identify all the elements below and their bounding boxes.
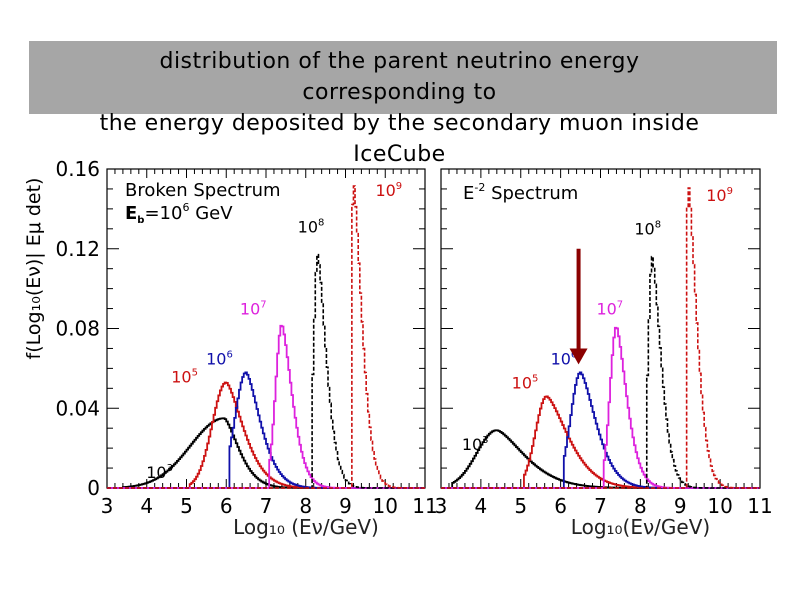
- x-tick-label: 3: [435, 494, 448, 518]
- series-label: 108: [298, 218, 325, 237]
- series-label: 107: [240, 300, 267, 319]
- series-curve-10e5: [441, 395, 760, 489]
- x-tick-label: 10: [707, 494, 732, 518]
- series-label-exponent: 8: [655, 220, 661, 231]
- title-line: distribution of the parent neutrino ener…: [159, 49, 640, 74]
- series-label-exponent: 6: [226, 349, 232, 360]
- series-label-base: 10: [551, 349, 571, 368]
- series-label: 107: [596, 300, 623, 319]
- x-tick-label: 9: [674, 494, 687, 518]
- x-tick-label: 7: [260, 494, 273, 518]
- series-curve-10e9: [441, 187, 760, 489]
- y-tick-label: 0.16: [55, 157, 100, 181]
- series-label: 108: [634, 220, 661, 239]
- y-tick-label: 0: [87, 476, 100, 500]
- break-energy-annotation: Eb=106 GeV: [125, 201, 233, 226]
- series-label-exponent: 9: [727, 186, 733, 197]
- series-label-base: 10: [375, 181, 395, 200]
- series-label-exponent: 8: [318, 218, 324, 229]
- annotation-part: E: [463, 183, 474, 204]
- x-tick-label: 10: [373, 494, 398, 518]
- x-tick-label: 6: [554, 494, 567, 518]
- y-tick-label: 0.12: [55, 237, 100, 261]
- annotation-subscript: b: [137, 215, 144, 226]
- x-tick-label: 7: [594, 494, 607, 518]
- annotation-part: GeV: [189, 203, 233, 224]
- x-tick-label: 4: [475, 494, 488, 518]
- y-axis-label: f(Log₁₀(Eν)| Eμ det): [23, 178, 45, 360]
- series-label-base: 10: [298, 218, 318, 237]
- y-tick-label: 0.04: [55, 396, 100, 420]
- arrow-head-icon: [569, 348, 588, 365]
- series-label-base: 10: [634, 220, 654, 239]
- series-label: 106: [206, 349, 233, 368]
- series-curve-10e9: [107, 185, 425, 489]
- series-label: 109: [706, 186, 733, 205]
- series-label: 105: [171, 367, 198, 386]
- series-label-exponent: 5: [192, 367, 198, 378]
- x-tick-label: 4: [140, 494, 153, 518]
- series-label-base: 10: [206, 349, 226, 368]
- title-background: [29, 41, 777, 114]
- title-line: IceCube: [353, 142, 446, 167]
- annotation-part: =10: [144, 203, 182, 224]
- annotation-part: Spectrum: [485, 183, 578, 204]
- series-label-base: 10: [596, 300, 616, 319]
- series-label-base: 10: [240, 300, 260, 319]
- series-label-base: 10: [706, 186, 726, 205]
- title-line: corresponding to: [302, 80, 497, 105]
- x-tick-label: 8: [634, 494, 647, 518]
- series-label: 103: [146, 463, 173, 482]
- x-tick-label: 11: [747, 494, 772, 518]
- x-tick-label: 11: [412, 494, 437, 518]
- series-label-exponent: 5: [532, 373, 538, 384]
- x-tick-label: 3: [101, 494, 114, 518]
- series-curve-10e7: [441, 326, 760, 489]
- series-label: 103: [462, 435, 489, 454]
- x-tick-label: 5: [180, 494, 193, 518]
- x-axis-label: Log₁₀ (Eν/GeV): [233, 515, 379, 539]
- spectrum-annotation: E-2 Spectrum: [463, 181, 578, 204]
- series-label-base: 10: [146, 463, 166, 482]
- series-label-exponent: 7: [617, 300, 623, 311]
- series-curve-10e8: [107, 253, 425, 489]
- x-tick-label: 9: [339, 494, 352, 518]
- series-label-exponent: 3: [482, 435, 488, 446]
- series-label-base: 10: [462, 435, 482, 454]
- series-label-exponent: 9: [396, 181, 402, 192]
- series-curve-10e8: [441, 255, 760, 489]
- annotation-part: E: [125, 203, 137, 224]
- spectrum-annotation: Broken Spectrum: [125, 180, 281, 201]
- series-label: 105: [512, 373, 539, 392]
- annotation-superscript: 6: [182, 201, 189, 214]
- series-label-base: 10: [171, 367, 191, 386]
- x-tick-label: 8: [299, 494, 312, 518]
- x-tick-label: 6: [220, 494, 233, 518]
- title-line: the energy deposited by the secondary mu…: [99, 111, 700, 136]
- x-tick-label: 5: [514, 494, 527, 518]
- y-tick-label: 0.08: [55, 317, 100, 341]
- series-label-exponent: 3: [167, 463, 173, 474]
- series-label-exponent: 7: [260, 300, 266, 311]
- series-label: 109: [375, 181, 402, 200]
- annotation-superscript: -2: [474, 181, 485, 194]
- series-label-base: 10: [512, 373, 532, 392]
- x-axis-label: Log₁₀(Eν/GeV): [571, 515, 710, 539]
- slide-title: distribution of the parent neutrino ener…: [0, 46, 799, 170]
